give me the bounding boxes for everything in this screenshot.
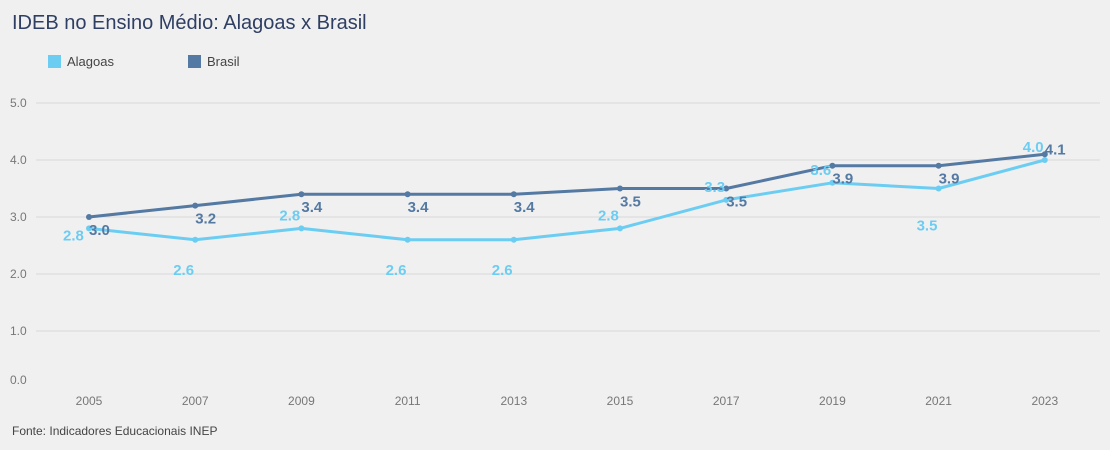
x-tick-label: 2021 — [925, 394, 952, 408]
data-label-alagoas: 2.8 — [279, 207, 300, 224]
y-tick-label: 2.0 — [10, 267, 27, 281]
data-label-brasil: 3.4 — [301, 199, 323, 216]
x-tick-label: 2023 — [1031, 394, 1058, 408]
data-label-brasil: 3.5 — [726, 194, 747, 211]
data-label-alagoas: 2.8 — [598, 207, 619, 224]
data-label-alagoas: 2.8 — [63, 227, 84, 244]
data-point-alagoas — [510, 236, 517, 243]
legend-label-alagoas: Alagoas — [67, 54, 114, 69]
data-label-brasil: 3.4 — [408, 199, 430, 216]
x-tick-label: 2009 — [288, 394, 315, 408]
data-point-brasil — [192, 202, 199, 209]
chart-title: IDEB no Ensino Médio: Alagoas x Brasil — [12, 12, 367, 34]
y-tick-label: 1.0 — [10, 324, 27, 338]
y-tick-label: 5.0 — [10, 96, 27, 110]
data-label-alagoas: 4.0 — [1023, 139, 1044, 156]
data-label-brasil: 3.0 — [89, 222, 110, 239]
data-point-brasil — [617, 185, 623, 192]
legend-item-alagoas[interactable]: Alagoas — [48, 54, 188, 69]
data-point-alagoas — [192, 236, 199, 243]
series-line-brasil — [88, 152, 1045, 219]
source-note: Fonte: Indicadores Educacionais INEP — [12, 424, 218, 438]
series-line-alagoas — [88, 158, 1046, 242]
x-tick-label: 2017 — [713, 394, 740, 408]
data-label-alagoas: 2.6 — [492, 262, 513, 279]
data-point-alagoas — [935, 185, 942, 192]
y-tick-label: 4.0 — [10, 153, 27, 167]
x-tick-label: 2007 — [182, 394, 209, 408]
data-label-brasil: 3.4 — [514, 199, 536, 216]
x-tick-label: 2005 — [76, 394, 103, 408]
x-tick-label: 2013 — [500, 394, 527, 408]
data-point-alagoas — [1041, 157, 1048, 163]
x-tick-label: 2015 — [607, 394, 634, 408]
data-label-alagoas: 2.6 — [173, 262, 194, 279]
data-point-alagoas — [86, 225, 92, 232]
data-label-brasil: 4.1 — [1045, 141, 1066, 158]
data-label-brasil: 3.5 — [620, 194, 641, 211]
data-point-brasil — [86, 214, 92, 220]
legend: Alagoas Brasil — [48, 54, 328, 69]
data-label-alagoas: 3.3 — [704, 179, 725, 196]
data-point-brasil — [298, 191, 305, 198]
data-point-brasil — [404, 191, 411, 198]
data-point-alagoas — [404, 236, 411, 243]
x-tick-label: 2019 — [819, 394, 846, 408]
x-tick-label: 2011 — [395, 394, 421, 408]
legend-label-brasil: Brasil — [207, 54, 240, 69]
y-tick-label: 0.0 — [10, 373, 27, 387]
data-label-alagoas: 2.6 — [386, 262, 407, 279]
data-point-brasil — [829, 162, 836, 169]
data-point-brasil — [935, 162, 942, 169]
data-point-alagoas — [829, 179, 836, 186]
data-point-alagoas — [298, 225, 305, 232]
data-label-brasil: 3.2 — [195, 211, 216, 228]
legend-swatch-brasil — [188, 55, 201, 68]
data-label-alagoas: 3.5 — [917, 218, 938, 235]
data-label-alagoas: 3.6 — [810, 162, 831, 179]
data-label-brasil: 3.9 — [832, 171, 853, 188]
data-point-brasil — [723, 185, 730, 192]
legend-item-brasil[interactable]: Brasil — [188, 54, 328, 69]
data-point-alagoas — [723, 196, 730, 203]
data-point-alagoas — [617, 225, 623, 232]
y-tick-label: 3.0 — [10, 210, 27, 224]
legend-swatch-alagoas — [48, 55, 61, 68]
data-label-brasil: 3.9 — [939, 171, 960, 188]
data-point-brasil — [1041, 151, 1048, 158]
data-point-brasil — [510, 191, 517, 198]
